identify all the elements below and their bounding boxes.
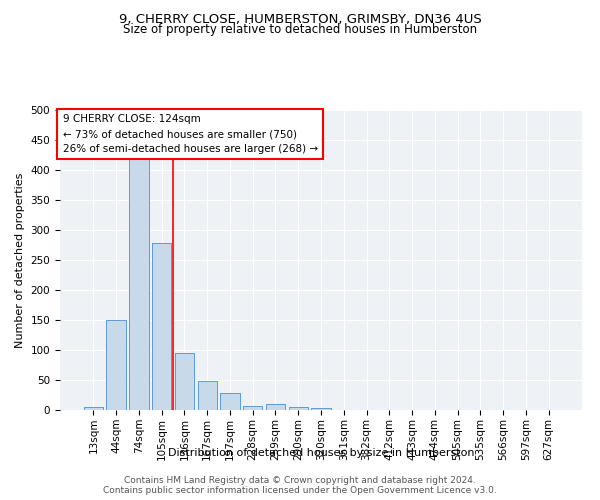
Text: Size of property relative to detached houses in Humberston: Size of property relative to detached ho… <box>123 22 477 36</box>
Bar <box>129 158 149 410</box>
Y-axis label: Number of detached properties: Number of detached properties <box>15 172 25 348</box>
Text: Contains HM Land Registry data © Crown copyright and database right 2024.: Contains HM Land Registry data © Crown c… <box>124 476 476 485</box>
Text: 9, CHERRY CLOSE, HUMBERSTON, GRIMSBY, DN36 4US: 9, CHERRY CLOSE, HUMBERSTON, GRIMSBY, DN… <box>119 12 481 26</box>
Bar <box>243 406 262 410</box>
Text: Distribution of detached houses by size in Humberston: Distribution of detached houses by size … <box>168 448 474 458</box>
Bar <box>266 404 285 410</box>
Bar <box>197 381 217 410</box>
Bar <box>289 407 308 410</box>
Bar <box>84 407 103 410</box>
Bar <box>220 393 239 410</box>
Text: 9 CHERRY CLOSE: 124sqm
← 73% of detached houses are smaller (750)
26% of semi-de: 9 CHERRY CLOSE: 124sqm ← 73% of detached… <box>62 114 318 154</box>
Bar <box>106 320 126 410</box>
Bar <box>152 243 172 410</box>
Bar <box>311 408 331 410</box>
Bar <box>175 353 194 410</box>
Text: Contains public sector information licensed under the Open Government Licence v3: Contains public sector information licen… <box>103 486 497 495</box>
